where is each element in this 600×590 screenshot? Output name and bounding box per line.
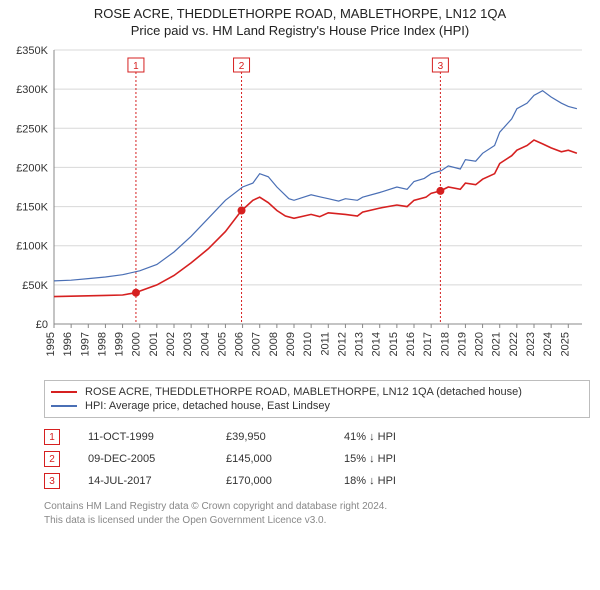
x-tick-label: 2023 — [525, 332, 537, 356]
chart-title-block: ROSE ACRE, THEDDLETHORPE ROAD, MABLETHOR… — [0, 0, 600, 40]
x-tick-label: 2010 — [302, 332, 314, 356]
x-tick-label: 2021 — [491, 332, 503, 356]
x-tick-label: 2009 — [285, 332, 297, 356]
event-price: £145,000 — [226, 453, 316, 465]
x-tick-label: 2020 — [474, 332, 486, 356]
chart-svg: £0 £50K £100K £150K £200K £250K £300K £350K 1995… — [10, 44, 590, 374]
y-tick-label: £250K — [16, 123, 48, 135]
x-tick-label: 2014 — [371, 332, 383, 356]
event-pct: 15% ↓ HPI — [344, 453, 454, 465]
event-price: £170,000 — [226, 475, 316, 487]
x-tick-label: 2008 — [268, 332, 280, 356]
x-tick-label: 2012 — [336, 332, 348, 356]
footer-attribution: Contains HM Land Registry data © Crown c… — [44, 500, 590, 527]
x-tick-label: 2017 — [422, 332, 434, 356]
x-tick-label: 2018 — [439, 332, 451, 356]
x-tick-label: 2004 — [199, 332, 211, 356]
event-date: 11-OCT-1999 — [88, 431, 198, 443]
x-tick-label: 2019 — [456, 332, 468, 356]
x-tick-label: 2000 — [131, 332, 143, 356]
footer-line2: This data is licensed under the Open Gov… — [44, 514, 590, 528]
x-tick-label: 2022 — [508, 332, 520, 356]
x-tick-label: 1996 — [62, 332, 74, 356]
chart-plot: £0 £50K £100K £150K £200K £250K £300K £350K 1995… — [10, 44, 590, 374]
sale-marker — [436, 187, 444, 195]
x-tick-label: 2003 — [182, 332, 194, 356]
legend-item: ROSE ACRE, THEDDLETHORPE ROAD, MABLETHOR… — [51, 385, 583, 399]
event-row: 2 09-DEC-2005 £145,000 15% ↓ HPI — [44, 448, 590, 470]
x-tick-label: 1997 — [79, 332, 91, 356]
event-number-box: 3 — [44, 473, 60, 489]
event-marker-number: 2 — [239, 61, 245, 72]
event-pct: 18% ↓ HPI — [344, 475, 454, 487]
x-tick-label: 2016 — [405, 332, 417, 356]
x-tick-label: 1999 — [114, 332, 126, 356]
x-tick-label: 2005 — [216, 332, 228, 356]
legend-swatch — [51, 391, 77, 393]
chart-title-line1: ROSE ACRE, THEDDLETHORPE ROAD, MABLETHOR… — [4, 6, 596, 21]
legend: ROSE ACRE, THEDDLETHORPE ROAD, MABLETHOR… — [44, 380, 590, 418]
sale-marker — [132, 289, 140, 297]
x-tick-label: 2002 — [165, 332, 177, 356]
series-hpi — [54, 91, 577, 281]
y-tick-label: £100K — [16, 241, 48, 253]
event-number-box: 1 — [44, 429, 60, 445]
footer-line1: Contains HM Land Registry data © Crown c… — [44, 500, 590, 514]
legend-label: ROSE ACRE, THEDDLETHORPE ROAD, MABLETHOR… — [85, 386, 522, 398]
y-tick-label: £300K — [16, 84, 48, 96]
x-tick-label: 2007 — [251, 332, 263, 356]
series-price-paid — [54, 140, 577, 297]
event-number-box: 2 — [44, 451, 60, 467]
event-price: £39,950 — [226, 431, 316, 443]
sale-marker — [238, 206, 246, 214]
event-marker-number: 1 — [133, 61, 139, 72]
x-tick-label: 2001 — [148, 332, 160, 356]
chart-title-line2: Price paid vs. HM Land Registry's House … — [4, 23, 596, 38]
x-tick-label: 2013 — [354, 332, 366, 356]
x-tick-label: 2015 — [388, 332, 400, 356]
y-tick-label: £0 — [36, 319, 48, 331]
y-tick-label: £200K — [16, 162, 48, 174]
event-row: 3 14-JUL-2017 £170,000 18% ↓ HPI — [44, 470, 590, 492]
x-tick-label: 2006 — [234, 332, 246, 356]
x-tick-label: 2011 — [319, 332, 331, 356]
legend-swatch — [51, 405, 77, 407]
chart-container: { "titles": { "line1": "ROSE ACRE, THEDD… — [0, 0, 600, 527]
y-tick-label: £50K — [22, 280, 48, 292]
events-table: 1 11-OCT-1999 £39,950 41% ↓ HPI 2 09-DEC-2005… — [44, 426, 590, 492]
event-date: 14-JUL-2017 — [88, 475, 198, 487]
x-tick-label: 2024 — [542, 332, 554, 356]
event-row: 1 11-OCT-1999 £39,950 41% ↓ HPI — [44, 426, 590, 448]
y-tick-label: £150K — [16, 202, 48, 214]
x-tick-label: 1998 — [96, 332, 108, 356]
event-marker-number: 3 — [438, 61, 444, 72]
legend-label: HPI: Average price, detached house, East… — [85, 400, 330, 412]
x-tick-label: 2025 — [559, 332, 571, 356]
y-tick-label: £350K — [16, 45, 48, 57]
event-date: 09-DEC-2005 — [88, 453, 198, 465]
x-tick-label: 1995 — [45, 332, 57, 356]
legend-item: HPI: Average price, detached house, East… — [51, 399, 583, 413]
event-pct: 41% ↓ HPI — [344, 431, 454, 443]
